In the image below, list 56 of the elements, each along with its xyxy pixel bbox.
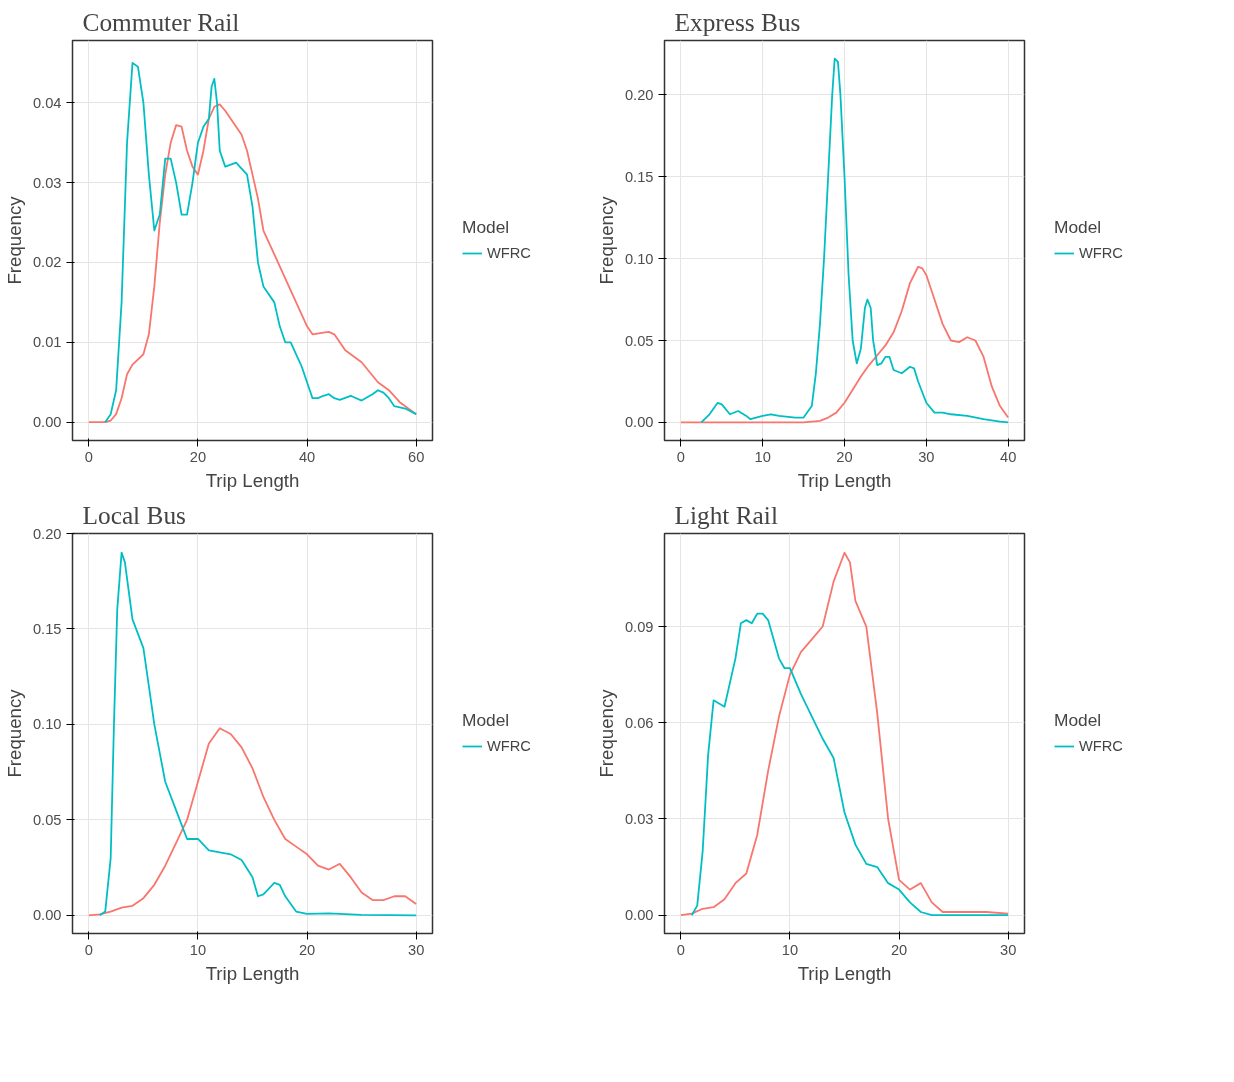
x-tick-label: 0 xyxy=(84,941,93,958)
x-tick-label: 10 xyxy=(189,941,207,958)
y-tick-label: 0.15 xyxy=(32,620,62,637)
y-tick-label: 0.05 xyxy=(624,332,654,349)
y-tick-label: 0.15 xyxy=(624,168,654,185)
x-tick-label: 20 xyxy=(890,941,908,958)
x-axis-title: Trip Length xyxy=(797,962,892,984)
legend-title: Model xyxy=(1054,217,1103,238)
chart-title: Local Bus xyxy=(82,500,186,529)
legend-label: WFRC xyxy=(1079,738,1123,754)
y-tick-label: 0.03 xyxy=(624,810,654,827)
legend-title: Model xyxy=(1054,710,1103,731)
x-tick-label: 20 xyxy=(189,448,207,465)
legend-label: WFRC xyxy=(487,738,531,754)
y-tick-label: 0.04 xyxy=(32,94,62,111)
y-tick-label: 0.06 xyxy=(624,714,654,731)
x-tick-label: 30 xyxy=(407,941,425,958)
x-tick-label: 20 xyxy=(836,448,853,465)
legend-label: WFRC xyxy=(1079,245,1123,261)
y-tick-label: 0.20 xyxy=(624,86,654,103)
x-tick-label: 10 xyxy=(754,448,771,465)
y-axis-title: Frequency xyxy=(595,195,617,285)
legend-title: Model xyxy=(462,217,511,238)
chart-title: Express Bus xyxy=(674,7,801,36)
y-tick-label: 0.02 xyxy=(32,254,62,271)
y-tick-label: 0.00 xyxy=(32,414,62,431)
y-axis-title: Frequency xyxy=(3,688,25,778)
chart-title: Commuter Rail xyxy=(82,7,240,36)
x-tick-label: 30 xyxy=(999,941,1017,958)
legend-label: WFRC xyxy=(487,245,531,261)
x-tick-label: 0 xyxy=(676,941,685,958)
x-tick-label: 0 xyxy=(676,448,685,465)
x-tick-label: 60 xyxy=(407,448,425,465)
y-axis-title: Frequency xyxy=(595,688,617,778)
y-tick-label: 0.10 xyxy=(624,250,654,267)
x-tick-label: 20 xyxy=(298,941,316,958)
x-axis-title: Trip Length xyxy=(205,469,300,491)
x-tick-label: 40 xyxy=(298,448,316,465)
x-tick-label: 0 xyxy=(84,448,93,465)
x-tick-label: 10 xyxy=(781,941,799,958)
y-tick-label: 0.20 xyxy=(32,525,62,542)
x-tick-label: 40 xyxy=(999,448,1017,465)
y-tick-label: 0.09 xyxy=(624,618,654,635)
y-tick-label: 0.03 xyxy=(32,174,62,191)
y-tick-label: 0.01 xyxy=(32,334,62,351)
y-tick-label: 0.00 xyxy=(624,907,654,924)
y-tick-label: 0.00 xyxy=(32,907,62,924)
legend-title: Model xyxy=(462,710,511,731)
y-tick-label: 0.00 xyxy=(624,414,654,431)
y-tick-label: 0.05 xyxy=(32,811,62,828)
y-tick-label: 0.10 xyxy=(32,716,62,733)
x-axis-title: Trip Length xyxy=(205,962,300,984)
y-axis-title: Frequency xyxy=(3,195,25,285)
chart-title: Light Rail xyxy=(674,500,778,529)
x-tick-label: 30 xyxy=(918,448,935,465)
x-axis-title: Trip Length xyxy=(797,469,892,491)
